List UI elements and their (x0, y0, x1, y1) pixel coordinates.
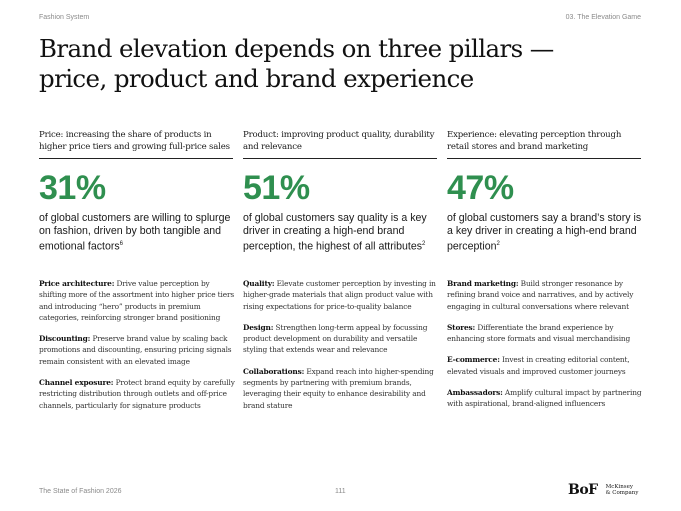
title-line-2: price, product and brand experience (39, 64, 474, 93)
point-label: E-commerce: (447, 355, 500, 365)
footnote-ref: 6 (119, 240, 124, 247)
point-text: Drive value perception by shifting more … (39, 279, 234, 322)
section-label: Fashion System (39, 14, 90, 21)
stat-text: of global customers say a brand’s story … (447, 212, 642, 253)
point-item: Price architecture: Drive value percepti… (39, 278, 237, 323)
pillar-product: Product: improving product quality, dura… (243, 130, 437, 253)
pillar-heading: Experience: elevating perception through… (447, 130, 641, 159)
point-label: Channel exposure: (39, 378, 114, 388)
pillar-stat: 31% (39, 169, 106, 207)
point-item: Brand marketing: Build stronger resonanc… (447, 278, 645, 312)
point-item: Design: Strengthen long-term appeal by f… (243, 322, 441, 356)
pillar-experience: Experience: elevating perception through… (447, 130, 641, 253)
footnote-ref: 2 (422, 240, 426, 247)
point-label: Collaborations: (243, 366, 305, 376)
stat-text: of global customers are willing to splur… (39, 212, 231, 253)
point-item: Discounting: Preserve brand value by sca… (39, 333, 237, 367)
point-text: Amplify cultural impact by partnering wi… (447, 388, 642, 409)
footnote-ref: 2 (496, 240, 500, 247)
point-item: Ambassadors: Amplify cultural impact by … (447, 387, 645, 410)
point-item: E-commerce: Invest in creating editorial… (447, 354, 645, 377)
point-text: Strengthen long-term appeal by focussing… (243, 322, 428, 355)
pillar-heading: Price: increasing the share of products … (39, 130, 233, 159)
pillar-stat: 51% (243, 169, 310, 207)
logos: BoF McKinsey & Company (568, 482, 638, 498)
mckinsey-logo-line-2: & Company (605, 490, 639, 496)
point-label: Price architecture: (39, 279, 115, 288)
pillar-heading: Product: improving product quality, dura… (243, 130, 437, 159)
pillar-price: Price: increasing the share of products … (39, 130, 233, 253)
page-title: Brand elevation depends on three pillars… (39, 34, 639, 94)
pillar-product-points: Quality: Elevate customer perception by … (243, 278, 441, 421)
point-text: Protect brand equity by carefully restri… (39, 378, 235, 410)
point-label: Discounting: (39, 334, 91, 344)
mckinsey-logo-line-1: McKinsey (605, 484, 633, 490)
point-text: Preserve brand value by scaling back pro… (39, 334, 232, 366)
pillar-stat-description: of global customers say quality is a key… (243, 212, 439, 253)
pillar-stat-description: of global customers say a brand’s story … (447, 212, 643, 253)
bof-logo: BoF (568, 482, 598, 498)
page-number: 111 (335, 488, 346, 495)
title-line-1: Brand elevation depends on three pillars… (39, 34, 554, 63)
point-item: Collaborations: Expand reach into higher… (243, 366, 441, 411)
publication-name: The State of Fashion 2026 (39, 488, 122, 495)
point-item: Stores: Differentiate the brand experien… (447, 322, 645, 345)
point-text: Expand reach into higher-spending segmen… (243, 366, 434, 410)
point-label: Stores: (447, 322, 476, 332)
point-text: Invest in creating editorial content, el… (447, 355, 630, 376)
pillar-price-points: Price architecture: Drive value percepti… (39, 278, 237, 421)
point-label: Design: (243, 322, 274, 332)
point-text: Differentiate the brand experience by en… (447, 322, 631, 344)
point-text: Elevate customer perception by investing… (243, 279, 436, 311)
mckinsey-logo: McKinsey & Company (606, 484, 639, 496)
point-text: Build stronger resonance by refining bra… (447, 279, 634, 311)
point-item: Quality: Elevate customer perception by … (243, 278, 441, 312)
pillar-experience-points: Brand marketing: Build stronger resonanc… (447, 278, 645, 420)
point-label: Brand marketing: (447, 279, 519, 288)
point-label: Ambassadors: (447, 388, 503, 398)
point-label: Quality: (243, 279, 275, 288)
stat-text: of global customers say quality is a key… (243, 212, 427, 253)
pillar-stat: 47% (447, 169, 514, 207)
pillar-stat-description: of global customers are willing to splur… (39, 212, 235, 253)
point-item: Channel exposure: Protect brand equity b… (39, 377, 237, 411)
chapter-label: 03. The Elevation Game (565, 14, 641, 21)
